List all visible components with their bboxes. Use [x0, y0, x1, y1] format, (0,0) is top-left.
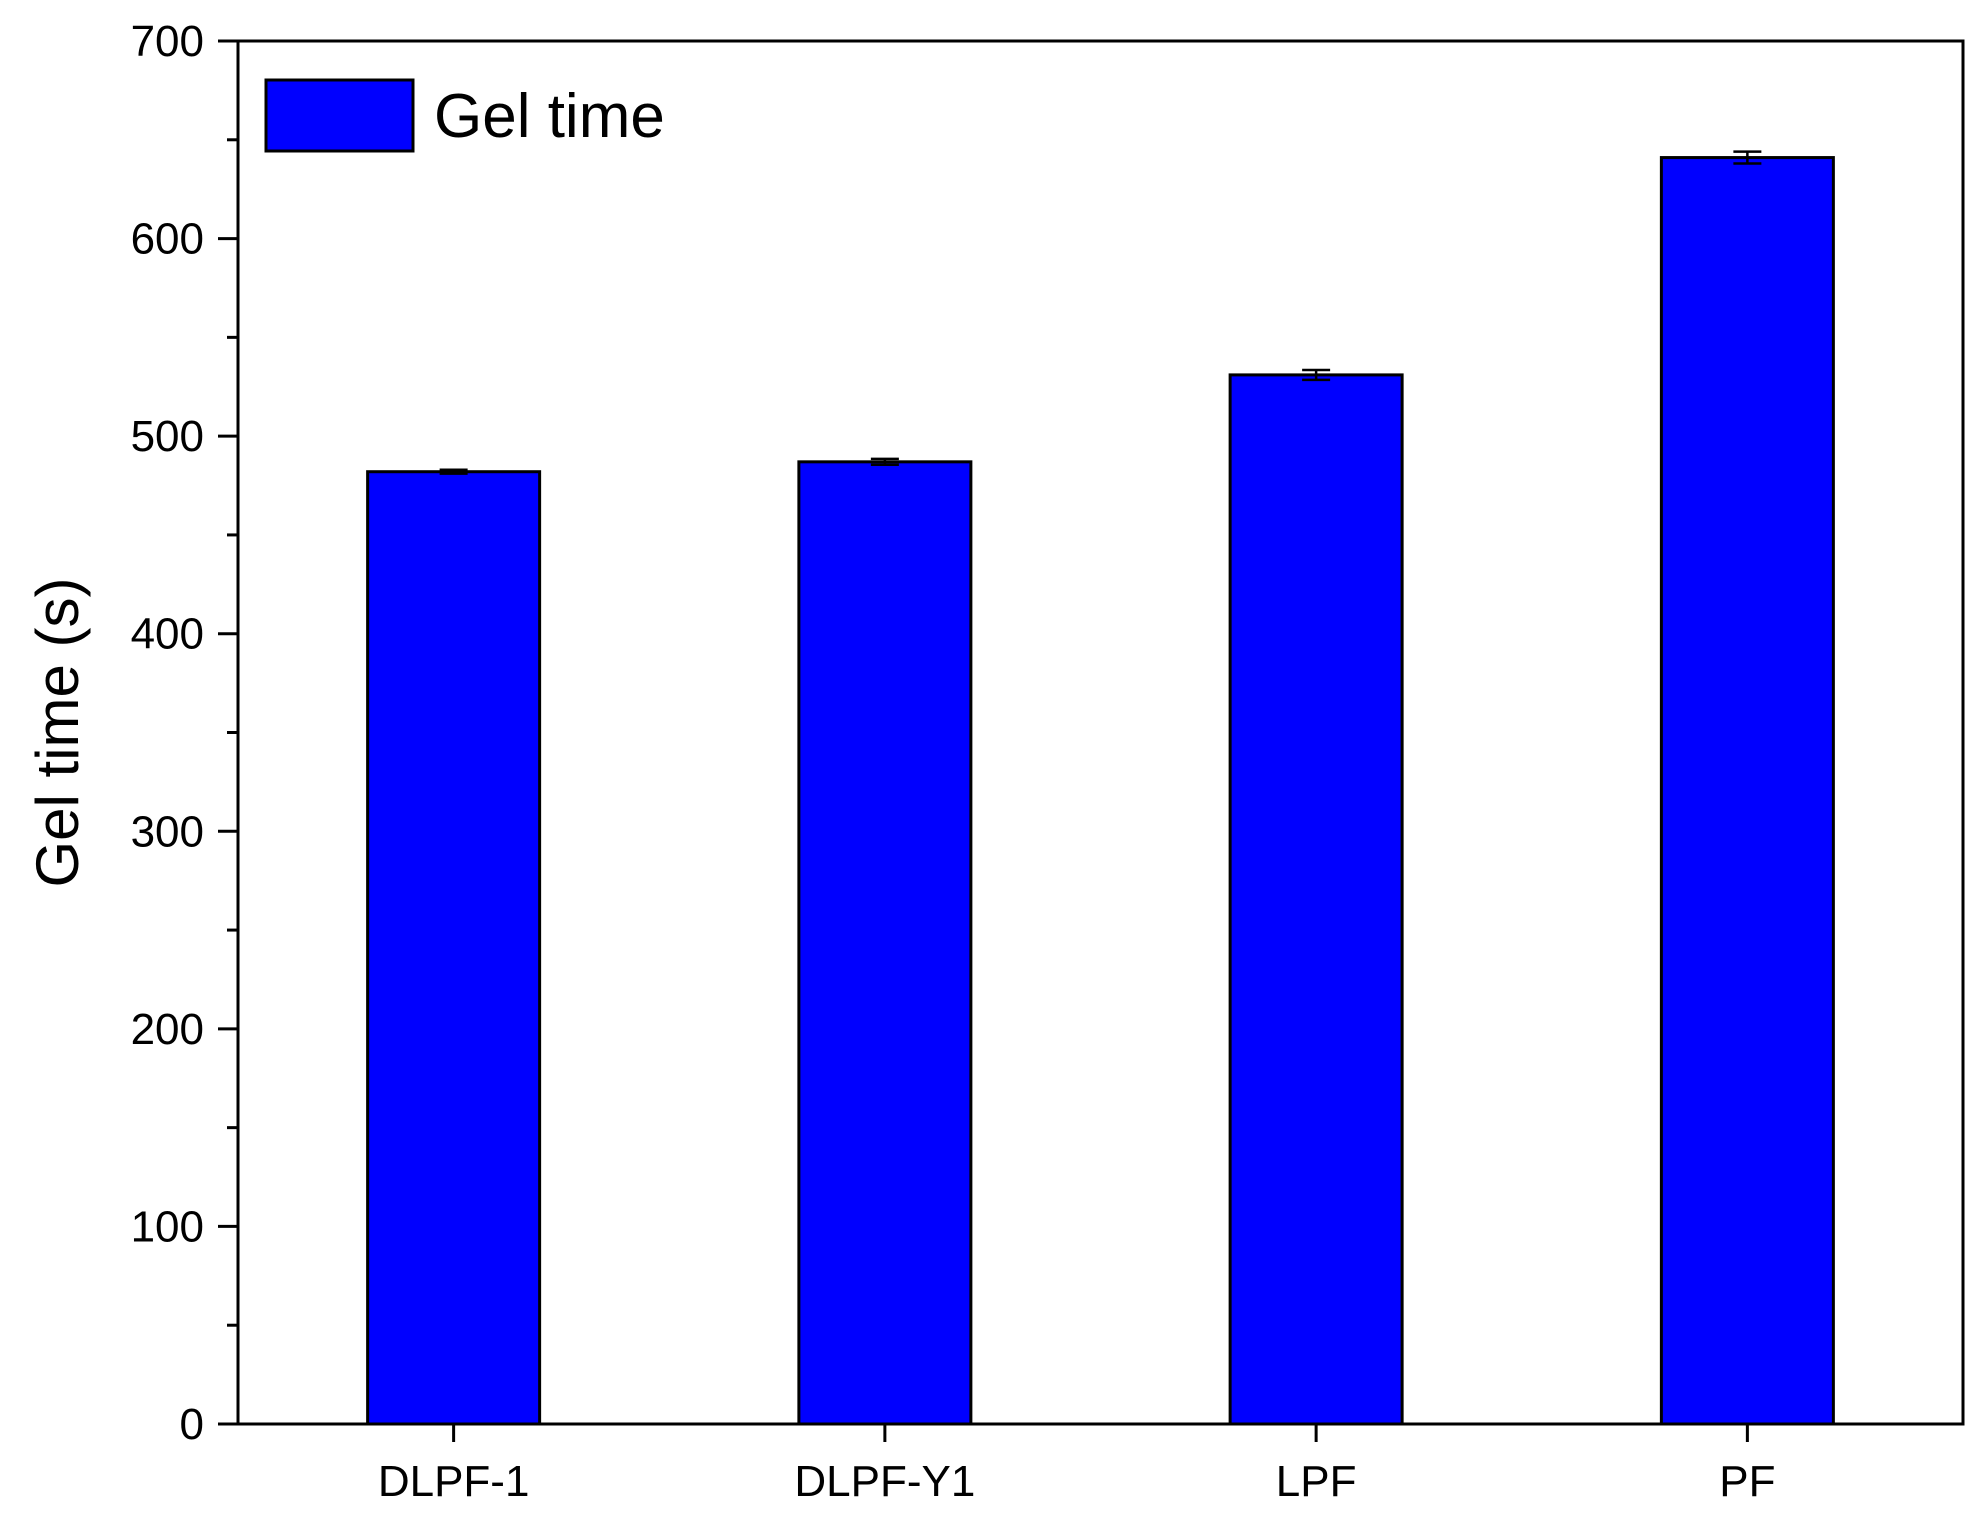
- error-bar-dlpf-y1: [870, 457, 899, 467]
- x-tick-label: DLPF-Y1: [794, 1457, 975, 1506]
- y-tick-label: 300: [131, 807, 204, 856]
- y-axis: 0 100 200 300 400 500 600 700: [131, 17, 238, 1449]
- legend-label: Gel time: [434, 82, 665, 151]
- plot-marks: [366, 156, 1835, 1426]
- bar-lpf: [1228, 373, 1404, 1426]
- error-bars: [439, 150, 1762, 475]
- bar-dlpf-1: [366, 470, 542, 1426]
- y-tick-label: 0: [180, 1400, 204, 1449]
- bar-dlpf-y1: [797, 460, 973, 1426]
- y-tick-label: 400: [131, 610, 204, 659]
- y-axis-title: Gel time (s): [24, 577, 91, 887]
- plot-frame: [236, 39, 1965, 1426]
- y-tick-label: 600: [131, 215, 204, 264]
- y-tick-label: 700: [131, 17, 204, 66]
- y-tick-label: 100: [131, 1202, 204, 1251]
- x-tick-label: PF: [1719, 1457, 1775, 1506]
- error-bar-pf: [1733, 150, 1762, 165]
- x-tick-label: LPF: [1276, 1457, 1357, 1506]
- error-bar-lpf: [1302, 368, 1331, 382]
- error-bar-dlpf-1: [439, 468, 468, 475]
- legend-swatch: [264, 78, 415, 153]
- bar-pf: [1659, 156, 1835, 1426]
- x-tick-label: DLPF-1: [378, 1457, 530, 1506]
- x-axis: DLPF-1 DLPF-Y1 LPF PF: [378, 1424, 1775, 1506]
- y-tick-label: 200: [131, 1005, 204, 1054]
- y-tick-label: 500: [131, 412, 204, 461]
- legend: Gel time: [264, 78, 665, 153]
